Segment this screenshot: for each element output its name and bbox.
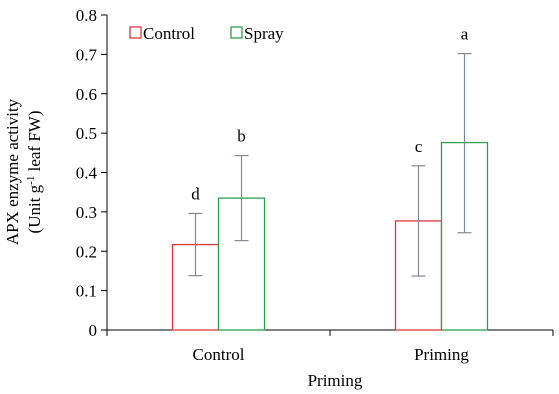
- x-axis: Control Priming: [106, 329, 554, 364]
- y-axis-title-line1: APX enzyme activity: [3, 98, 22, 245]
- y-tick-label: 0.4: [76, 164, 98, 183]
- x-tick-label: Control: [193, 345, 245, 364]
- legend: Control Spray: [129, 24, 284, 43]
- y-tick-label: 0.6: [76, 85, 97, 104]
- y-axis-title-rest: leaf FW): [25, 111, 44, 176]
- legend-label-spray: Spray: [244, 24, 284, 43]
- bars: [171, 141, 489, 331]
- significance-letter: c: [415, 137, 423, 156]
- significance-letters: d b c a: [191, 25, 468, 204]
- y-tick-label: 0.1: [76, 282, 97, 301]
- x-tick-label: Priming: [414, 345, 469, 364]
- legend-swatch-control: [129, 26, 142, 39]
- legend-swatch-spray: [230, 26, 243, 39]
- y-tick-label: 0.3: [76, 203, 97, 222]
- x-axis-title: Priming: [308, 371, 363, 390]
- y-tick-label: 0: [89, 321, 98, 340]
- legend-label-control: Control: [143, 24, 195, 43]
- y-tick-label: 0.8: [76, 6, 97, 25]
- y-axis-title-line2: (Unit g-1 leaf FW): [25, 111, 44, 234]
- significance-letter: b: [237, 127, 246, 146]
- error-bars: [188, 52, 472, 277]
- y-tick-label: 0.2: [76, 242, 97, 261]
- significance-letter: a: [461, 25, 469, 44]
- y-axis-title-unit: (Unit g: [25, 184, 44, 233]
- y-tick-label: 0.7: [76, 45, 98, 64]
- y-axis: 0 0.1 0.2 0.3 0.4 0.5 0.6 0.7 0.8: [76, 6, 108, 340]
- significance-letter: d: [191, 184, 200, 203]
- y-axis-title-superscript: -1: [25, 176, 37, 185]
- y-tick-label: 0.5: [76, 124, 97, 143]
